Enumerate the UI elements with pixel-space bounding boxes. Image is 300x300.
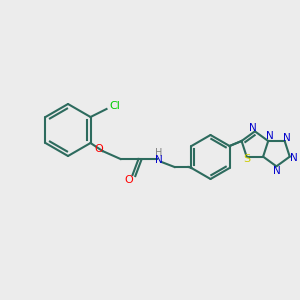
Text: S: S <box>243 154 250 164</box>
Text: N: N <box>283 133 291 142</box>
Text: N: N <box>249 123 257 133</box>
Text: O: O <box>94 144 103 154</box>
Text: N: N <box>154 155 162 165</box>
Text: N: N <box>273 166 280 176</box>
Text: O: O <box>124 175 133 185</box>
Text: N: N <box>290 153 298 163</box>
Text: N: N <box>266 131 274 141</box>
Text: Cl: Cl <box>109 101 120 111</box>
Text: H: H <box>155 148 162 158</box>
